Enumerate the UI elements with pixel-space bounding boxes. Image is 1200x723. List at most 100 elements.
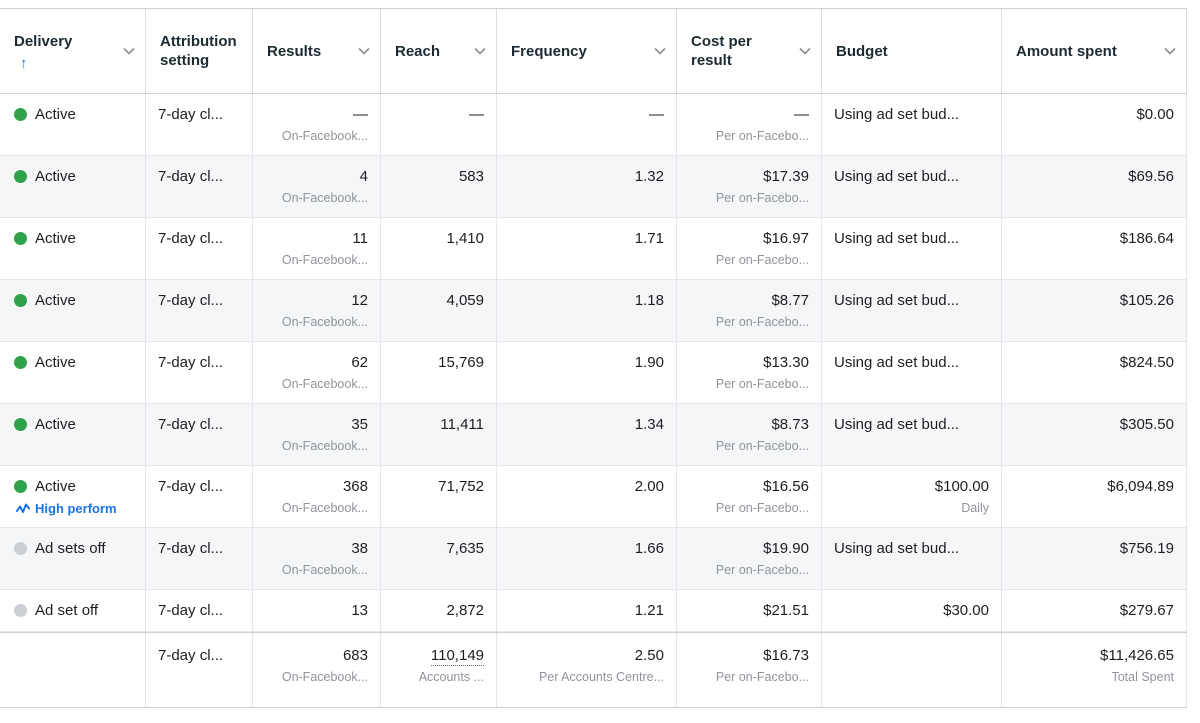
results-type-label: On-Facebook... [281, 315, 368, 329]
delivery-cell: Active [0, 342, 146, 403]
table-row[interactable]: Active High perform 7-day cl... 368 On-F… [0, 466, 1187, 528]
attribution-cell: 7-day cl... [146, 342, 253, 403]
results-value: — [353, 106, 368, 123]
cost-per-result-type-label: Per on-Facebo... [715, 191, 809, 205]
table-row[interactable]: Active 7-day cl... 62 On-Facebook... 15,… [0, 342, 1187, 404]
attribution-value: 7-day cl... [158, 478, 224, 495]
totals-delivery-cell [0, 633, 146, 707]
amount-spent-value: $279.67 [1119, 602, 1174, 619]
cost-per-result-cell: $21.51 [677, 590, 822, 631]
amount-spent-value: $105.26 [1119, 292, 1174, 309]
frequency-cell: 2.00 [497, 466, 677, 527]
budget-cell: Using ad set bud... [822, 528, 1002, 589]
cost-per-result-type-label: Per on-Facebo... [715, 439, 809, 453]
column-header-results[interactable]: Results [253, 9, 381, 93]
results-type-label: On-Facebook... [281, 129, 368, 143]
attribution-value: 7-day cl... [158, 230, 224, 247]
attribution-cell: 7-day cl... [146, 528, 253, 589]
frequency-cell: 1.21 [497, 590, 677, 631]
column-header-frequency[interactable]: Frequency [497, 9, 677, 93]
chevron-down-icon[interactable] [799, 47, 811, 55]
delivery-status: Active [14, 477, 137, 496]
results-type-label: On-Facebook... [281, 501, 368, 515]
status-dot [14, 418, 27, 431]
performance-badge-label: High perform [35, 501, 117, 516]
budget-value: Using ad set bud... [834, 540, 960, 557]
status-dot [14, 356, 27, 369]
performance-badge[interactable]: High perform [14, 501, 137, 516]
cost-per-result-value: $8.77 [771, 292, 809, 309]
totals-reach-value[interactable]: 110,149 [430, 647, 484, 666]
totals-amount-spent-cell: $11,426.65 Total Spent [1002, 633, 1187, 707]
reach-cell: 11,411 [381, 404, 497, 465]
column-header-delivery[interactable]: Delivery ↑ [0, 9, 146, 93]
table-row[interactable]: Ad set off 7-day cl... 13 2,872 1.21 $21… [0, 590, 1187, 632]
attribution-cell: 7-day cl... [146, 94, 253, 155]
column-header-budget[interactable]: Budget [822, 9, 1002, 93]
chevron-down-icon[interactable] [474, 47, 486, 55]
cost-per-result-cell: $19.90 Per on-Facebo... [677, 528, 822, 589]
column-label-amount-spent: Amount spent [1016, 42, 1117, 60]
totals-frequency-value: 2.50 [634, 647, 664, 664]
delivery-status-label: Active [35, 230, 76, 247]
delivery-status-label: Active [35, 106, 76, 123]
reach-value: 71,752 [438, 478, 484, 495]
table-row[interactable]: Active 7-day cl... — On-Facebook... — — … [0, 94, 1187, 156]
column-label-cost-per-result: Cost per result [691, 33, 752, 69]
chevron-down-icon[interactable] [654, 47, 666, 55]
amount-spent-cell: $305.50 [1002, 404, 1187, 465]
reach-cell: 4,059 [381, 280, 497, 341]
cost-per-result-cell: $17.39 Per on-Facebo... [677, 156, 822, 217]
frequency-value: 1.32 [634, 168, 664, 185]
cost-per-result-cell: $8.73 Per on-Facebo... [677, 404, 822, 465]
table-row[interactable]: Active 7-day cl... 35 On-Facebook... 11,… [0, 404, 1187, 466]
delivery-cell: Active High perform [0, 466, 146, 527]
totals-attribution-value: 7-day cl... [158, 647, 224, 664]
amount-spent-cell: $279.67 [1002, 590, 1187, 631]
reach-cell: 7,635 [381, 528, 497, 589]
reach-cell: — [381, 94, 497, 155]
chevron-down-icon[interactable] [358, 47, 370, 55]
frequency-value: 2.00 [634, 478, 664, 495]
delivery-cell: Active [0, 156, 146, 217]
attribution-value: 7-day cl... [158, 354, 224, 371]
reach-cell: 71,752 [381, 466, 497, 527]
status-dot [14, 604, 27, 617]
cost-per-result-type-label: Per on-Facebo... [715, 129, 809, 143]
table-row[interactable]: Ad sets off 7-day cl... 38 On-Facebook..… [0, 528, 1187, 590]
column-header-cost-per-result[interactable]: Cost per result [677, 9, 822, 93]
cost-per-result-value: $21.51 [763, 602, 809, 619]
sort-ascending-icon[interactable]: ↑ [20, 54, 28, 72]
chevron-down-icon[interactable] [123, 47, 135, 55]
frequency-cell: 1.90 [497, 342, 677, 403]
chevron-down-icon[interactable] [1164, 47, 1176, 55]
table-row[interactable]: Active 7-day cl... 11 On-Facebook... 1,4… [0, 218, 1187, 280]
totals-reach-cell: 110,149 Accounts ... [381, 633, 497, 707]
column-header-reach[interactable]: Reach [381, 9, 497, 93]
frequency-cell: — [497, 94, 677, 155]
totals-cost-per-result-value: $16.73 [763, 647, 809, 664]
amount-spent-value: $305.50 [1119, 416, 1174, 433]
delivery-status-label: Active [35, 416, 76, 433]
table-row[interactable]: Active 7-day cl... 12 On-Facebook... 4,0… [0, 280, 1187, 342]
reach-value: — [469, 106, 484, 123]
results-value: 368 [342, 478, 368, 495]
status-dot [14, 294, 27, 307]
cost-per-result-cell: $8.77 Per on-Facebo... [677, 280, 822, 341]
table-row[interactable]: Active 7-day cl... 4 On-Facebook... 583 … [0, 156, 1187, 218]
cost-per-result-value: $16.97 [763, 230, 809, 247]
amount-spent-value: $756.19 [1119, 540, 1174, 557]
results-cell: 35 On-Facebook... [253, 404, 381, 465]
budget-value: Using ad set bud... [834, 106, 960, 123]
column-header-amount-spent[interactable]: Amount spent [1002, 9, 1187, 93]
amount-spent-cell: $756.19 [1002, 528, 1187, 589]
delivery-cell: Ad set off [0, 590, 146, 631]
column-label-budget: Budget [836, 42, 888, 60]
column-header-attribution-setting[interactable]: Attribution setting [146, 9, 253, 93]
totals-results-value: 683 [342, 647, 368, 664]
reach-value: 11,411 [440, 416, 484, 433]
attribution-cell: 7-day cl... [146, 404, 253, 465]
totals-cost-per-result-cell: $16.73 Per on-Facebo... [677, 633, 822, 707]
reach-value: 1,410 [446, 230, 484, 247]
budget-value: $30.00 [943, 602, 989, 619]
